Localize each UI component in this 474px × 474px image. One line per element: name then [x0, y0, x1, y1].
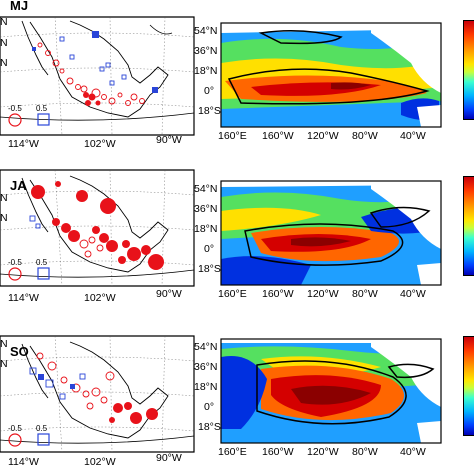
- station-markers: [29, 181, 164, 270]
- legend-positive-label: 0.5: [36, 104, 48, 113]
- ocean-lon-label: 40°W: [400, 446, 426, 458]
- ocean-lon-label: 40°W: [400, 130, 426, 142]
- significance-contour: [244, 223, 404, 266]
- sst-hot-core: [331, 82, 371, 90]
- map-lat-label: N: [0, 192, 8, 204]
- legend-circle-marker: [8, 267, 22, 281]
- ocean-lat-label: 54°N: [194, 25, 218, 37]
- graticule: [0, 16, 195, 136]
- sst-correlation-map: [220, 22, 442, 128]
- ocean-lat-label: 0°: [204, 401, 215, 413]
- map-lon-label: 114°W: [8, 292, 39, 304]
- ocean-lon-label: 160°W: [262, 446, 294, 458]
- ocean-lon-label: 80°W: [352, 130, 378, 142]
- ocean-lat-label: 18°S: [198, 105, 221, 117]
- map-lon-label: 102°W: [84, 138, 116, 150]
- legend-circle-marker: [8, 433, 22, 447]
- ocean-lat-label: 36°N: [194, 361, 218, 373]
- colorbar: [463, 336, 474, 436]
- ocean-lat-label: 18°S: [198, 263, 221, 275]
- sst-correlation-map: [220, 180, 442, 286]
- ocean-lat-label: 18°S: [198, 421, 221, 433]
- mexico-station-map: [0, 335, 195, 453]
- map-lat-label: N: [0, 212, 8, 224]
- legend-positive-label: 0.5: [36, 258, 48, 267]
- ocean-lon-label: 160°E: [218, 446, 247, 458]
- legend-negative-label: -0.5: [8, 424, 22, 433]
- panel-tag: JA: [10, 178, 27, 193]
- legend-square-marker: [37, 267, 50, 280]
- ocean-lat-label: 18°N: [194, 223, 218, 235]
- panel-tag: SO: [10, 344, 29, 359]
- legend-square-marker: [37, 113, 50, 126]
- ocean-lon-label: 160°E: [218, 288, 247, 300]
- ocean-lat-label: 18°N: [194, 65, 218, 77]
- panel-mj: MJ N N N 114°W 102°W 90°W -0.5 0.5: [0, 0, 474, 158]
- ocean-lon-label: 120°W: [307, 288, 339, 300]
- significance-contour: [369, 206, 431, 228]
- sst-land-mask: [417, 105, 441, 127]
- map-lon-label: 90°W: [156, 134, 182, 146]
- map-frame-arc: [0, 112, 195, 121]
- station-markers: [29, 352, 158, 424]
- significance-contour: [387, 363, 435, 379]
- station-markers: [32, 31, 158, 106]
- ocean-lat-label: 36°N: [194, 203, 218, 215]
- map-lon-label: 102°W: [84, 292, 116, 304]
- map-lon-label: 90°W: [156, 452, 182, 464]
- legend-markers: [8, 433, 50, 447]
- map-lat-label: N: [0, 57, 8, 69]
- colorbar: [463, 20, 474, 120]
- map-lat-label: N: [0, 16, 8, 28]
- ocean-lon-label: 40°W: [400, 288, 426, 300]
- ocean-lat-label: 0°: [204, 243, 215, 255]
- legend-markers: [8, 113, 50, 127]
- panel-tag: MJ: [10, 0, 29, 13]
- map-lon-label: 114°W: [8, 456, 39, 468]
- significance-contour: [256, 360, 407, 425]
- ocean-lat-label: 36°N: [194, 45, 218, 57]
- map-lon-label: 114°W: [8, 138, 39, 150]
- mexico-coastline: [21, 341, 169, 439]
- mexico-station-map: [0, 169, 195, 287]
- legend-negative-label: -0.5: [8, 258, 22, 267]
- legend-square-marker: [37, 433, 50, 446]
- colorbar: [463, 176, 474, 276]
- map-lon-label: 102°W: [84, 456, 116, 468]
- map-lat-label: N: [0, 358, 8, 370]
- legend-circle-marker: [8, 113, 22, 127]
- ocean-lat-label: 0°: [204, 85, 215, 97]
- legend-positive-label: 0.5: [36, 424, 48, 433]
- sst-land-mask: [371, 23, 441, 93]
- mexico-station-map: [0, 16, 195, 136]
- sst-correlation-map: [220, 338, 442, 444]
- legend-negative-label: -0.5: [8, 104, 22, 113]
- ocean-lon-label: 80°W: [352, 288, 378, 300]
- significance-contour: [258, 30, 343, 45]
- map-lat-label: N: [0, 338, 8, 350]
- panel-ja: JA N N 114°W 102°W 90°W -0.5 0.5: [0, 158, 474, 316]
- ocean-lon-label: 120°W: [307, 130, 339, 142]
- map-lat-label: N: [0, 37, 8, 49]
- ocean-lon-label: 120°W: [307, 446, 339, 458]
- ocean-lat-label: 18°N: [194, 381, 218, 393]
- panel-so: SO N N 114°W 102°W 90°W -0.5 0.5: [0, 316, 474, 474]
- significance-contour: [227, 68, 430, 105]
- ocean-lat-label: 54°N: [194, 341, 218, 353]
- ocean-lon-label: 160°E: [218, 130, 247, 142]
- ocean-lon-label: 160°W: [262, 130, 294, 142]
- mexico-coastline: [21, 20, 169, 118]
- legend-markers: [8, 267, 50, 281]
- ocean-lat-label: 54°N: [194, 183, 218, 195]
- ocean-lon-label: 160°W: [262, 288, 294, 300]
- ocean-lon-label: 80°W: [352, 446, 378, 458]
- map-lon-label: 90°W: [156, 288, 182, 300]
